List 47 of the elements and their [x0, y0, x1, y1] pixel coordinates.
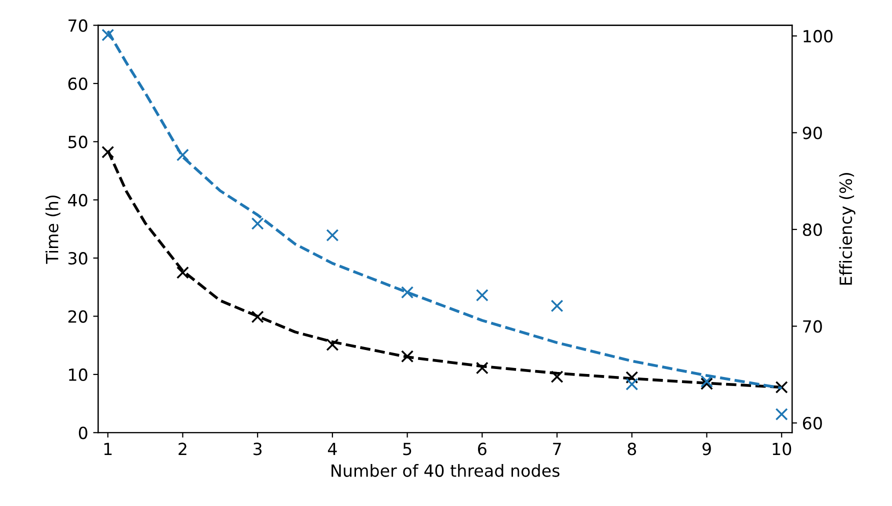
x-tick-label: 2 [178, 442, 186, 456]
y-tick-label: 40 [68, 194, 88, 206]
y-tick-label: 20 [68, 310, 88, 323]
y2-tick-label: 80 [802, 223, 822, 236]
point [775, 380, 788, 394]
point [326, 228, 339, 242]
y2-tick-label: 100 [804, 30, 833, 43]
point [401, 350, 414, 363]
point [775, 408, 788, 421]
point [700, 375, 714, 388]
point [476, 362, 488, 374]
point [102, 28, 114, 42]
y-tick-label: 10 [69, 368, 88, 382]
y-tick-label: 30 [68, 252, 88, 265]
x-tick-label: 1 [104, 442, 112, 456]
x-tick-label: 4 [328, 442, 337, 456]
y-tick-label: 60 [68, 77, 88, 90]
y2-axis-title: Efficiency (%) [839, 173, 856, 285]
y2-tick-label: 90 [802, 126, 822, 140]
line-series [106, 30, 784, 390]
y-tick-label: 50 [68, 136, 88, 148]
point [476, 288, 488, 302]
x-tick-label: 10 [772, 442, 792, 456]
point [626, 378, 638, 391]
x-tick-label: 8 [628, 442, 636, 456]
point [401, 286, 414, 299]
y2-tick-label: 60 [802, 416, 822, 430]
y-axis-title: Time (h) [46, 196, 60, 264]
point [251, 310, 264, 324]
y-tick-label: 70 [68, 19, 88, 32]
x-axis-title: Number of 40 thread nodes [332, 464, 560, 477]
point [700, 377, 714, 390]
x-tick-label: 7 [553, 442, 561, 456]
x-tick-label: 6 [478, 442, 486, 456]
point [176, 148, 189, 162]
y2-tick-label: 70 [803, 320, 822, 333]
x-tick-label: 9 [702, 442, 711, 456]
point [176, 266, 189, 279]
x-tick-label: 5 [403, 442, 412, 456]
point [102, 146, 114, 158]
x-tick-label: 3 [254, 442, 262, 456]
point [550, 300, 564, 312]
point [550, 370, 564, 384]
point [326, 338, 339, 352]
point [251, 217, 264, 230]
point [626, 371, 638, 384]
y-tick-label: 0 [78, 426, 88, 440]
